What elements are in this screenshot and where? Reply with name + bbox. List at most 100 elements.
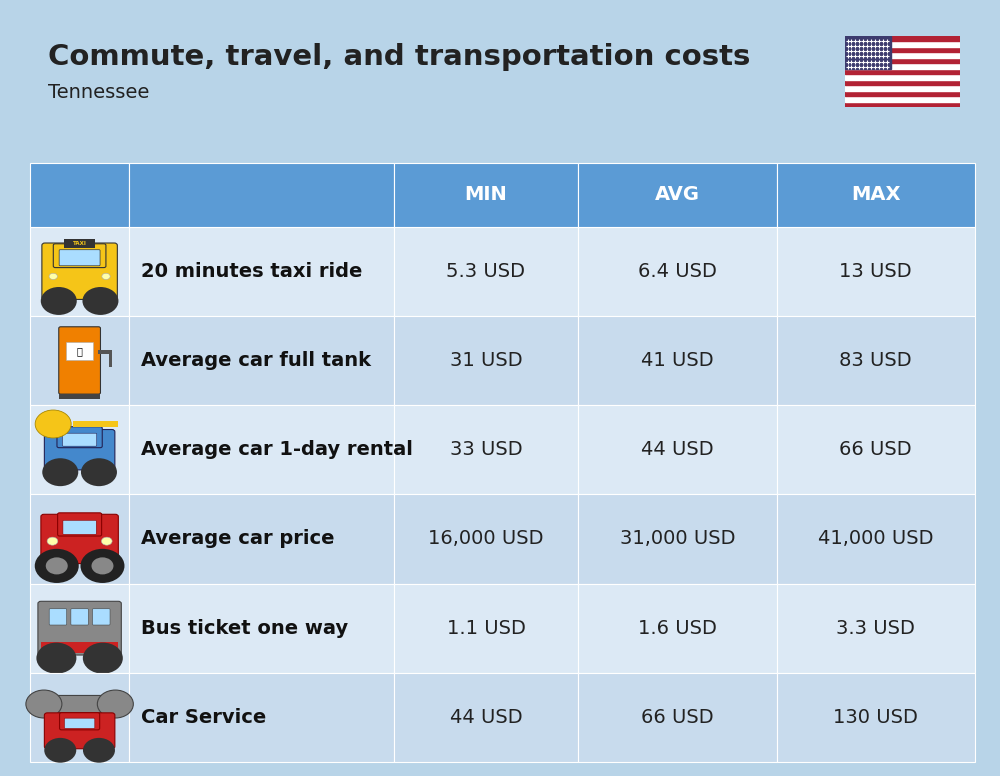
FancyBboxPatch shape [60,712,100,730]
Text: 5.3 USD: 5.3 USD [446,262,525,281]
Text: Bus ticket one way: Bus ticket one way [141,618,348,638]
Text: Average car 1-day rental: Average car 1-day rental [141,440,413,459]
Bar [394,316,578,405]
Bar [98,349,112,354]
Circle shape [81,458,117,486]
Circle shape [44,738,76,763]
Text: 66 USD: 66 USD [641,708,714,727]
Bar [777,163,975,227]
Text: 1.1 USD: 1.1 USD [447,618,525,638]
FancyBboxPatch shape [38,601,121,655]
Bar [129,405,394,494]
Ellipse shape [102,273,110,279]
FancyBboxPatch shape [71,608,88,625]
Bar [66,342,93,360]
Text: 31 USD: 31 USD [450,351,522,370]
Bar [845,47,960,52]
Bar [777,494,975,584]
Bar [30,405,129,494]
Bar [845,80,960,85]
Text: 130 USD: 130 USD [833,708,918,727]
Text: AVG: AVG [655,185,700,204]
FancyBboxPatch shape [62,433,97,446]
Ellipse shape [101,537,112,546]
Bar [777,584,975,673]
Text: 💧: 💧 [77,346,83,356]
Bar [30,584,129,673]
Circle shape [42,458,78,486]
Text: 31,000 USD: 31,000 USD [620,529,735,549]
Text: 16,000 USD: 16,000 USD [428,529,544,549]
Circle shape [35,410,71,438]
Bar [578,163,777,227]
Circle shape [80,549,124,583]
Circle shape [41,287,77,315]
Text: 41,000 USD: 41,000 USD [818,529,934,549]
Text: MIN: MIN [465,185,507,204]
Text: Car Service: Car Service [141,708,266,727]
Bar [777,405,975,494]
Text: 66 USD: 66 USD [839,440,912,459]
Bar [129,494,394,584]
Bar [109,353,112,367]
Bar [64,238,95,248]
FancyBboxPatch shape [59,250,100,265]
Bar [30,316,129,405]
Circle shape [46,557,68,574]
Bar [845,91,960,96]
Bar [394,163,578,227]
Text: Tennessee: Tennessee [48,83,149,102]
Bar [578,673,777,762]
Bar [845,68,960,74]
Text: 3.3 USD: 3.3 USD [836,618,915,638]
Bar [777,673,975,762]
Bar [394,673,578,762]
Bar [777,227,975,316]
Text: 20 minutes taxi ride: 20 minutes taxi ride [141,262,363,281]
Text: Average car full tank: Average car full tank [141,351,371,370]
Text: Average car price: Average car price [141,529,335,549]
Bar [845,96,960,102]
FancyBboxPatch shape [63,520,96,535]
FancyBboxPatch shape [93,608,110,625]
Text: 41 USD: 41 USD [641,351,714,370]
Bar [129,227,394,316]
Bar [578,494,777,584]
Bar [30,673,129,762]
Bar [394,227,578,316]
Bar [394,494,578,584]
Ellipse shape [47,537,58,546]
Circle shape [82,287,118,315]
Bar [845,36,891,68]
Bar [578,316,777,405]
FancyBboxPatch shape [58,513,102,536]
Bar [129,673,394,762]
Bar [845,52,960,57]
Text: MAX: MAX [851,185,901,204]
Bar [73,421,118,427]
Bar [845,74,960,80]
FancyBboxPatch shape [39,695,120,712]
Bar [578,584,777,673]
Bar [30,163,129,227]
Text: 83 USD: 83 USD [839,351,912,370]
Circle shape [83,738,115,763]
Bar [578,405,777,494]
Bar [30,494,129,584]
Circle shape [35,549,79,583]
Circle shape [91,557,113,574]
FancyBboxPatch shape [41,514,118,563]
Text: 33 USD: 33 USD [450,440,522,459]
Text: TAXI: TAXI [73,241,87,246]
Bar [59,393,100,399]
Circle shape [26,690,62,718]
Bar [845,57,960,63]
Circle shape [97,690,133,718]
FancyBboxPatch shape [59,327,100,394]
Bar [845,85,960,91]
Bar [845,36,960,41]
FancyBboxPatch shape [64,718,95,729]
Bar [129,316,394,405]
FancyBboxPatch shape [42,243,117,300]
Bar [30,227,129,316]
